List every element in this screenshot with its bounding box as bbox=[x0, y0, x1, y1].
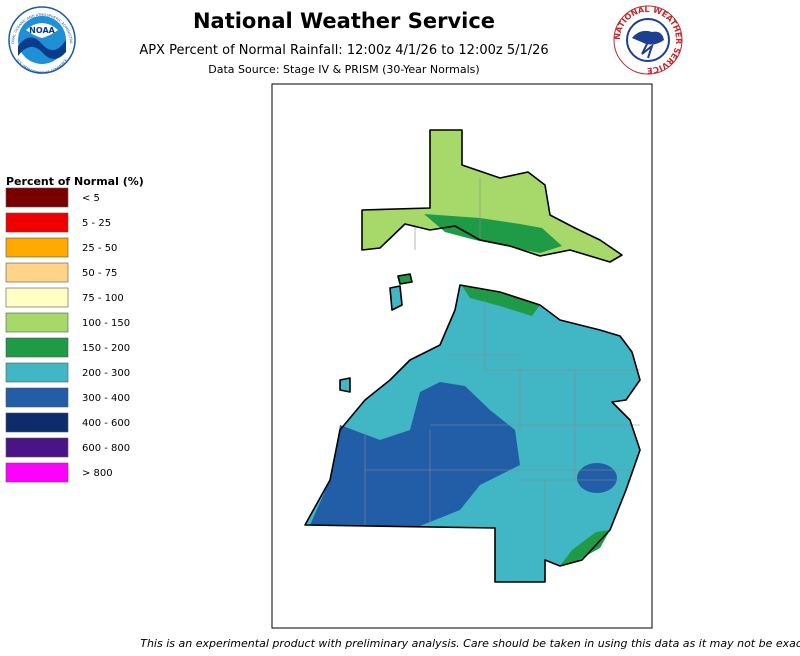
legend-label: 400 - 600 bbox=[82, 418, 130, 429]
legend-swatch bbox=[5, 387, 69, 408]
coastline bbox=[304, 129, 641, 583]
noaa-logo: NOAA NATIONAL OCEANIC AND ATMOSPHERIC AD… bbox=[0, 0, 76, 75]
legend-label: 5 - 25 bbox=[82, 218, 111, 229]
legend-label: 600 - 800 bbox=[82, 443, 130, 454]
legend-label: > 800 bbox=[82, 468, 113, 479]
legend-label: 300 - 400 bbox=[82, 393, 130, 404]
legend-swatch bbox=[5, 462, 69, 483]
legend-swatch bbox=[5, 312, 69, 333]
subtitle: APX Percent of Normal Rainfall: 12:00z 4… bbox=[139, 43, 548, 58]
legend-label: 25 - 50 bbox=[82, 243, 117, 254]
island bbox=[340, 378, 350, 392]
region-150-200 bbox=[560, 530, 610, 566]
legend-swatch bbox=[5, 237, 69, 258]
legend-swatch bbox=[5, 337, 69, 358]
legend-label: 100 - 150 bbox=[82, 318, 130, 329]
legend-swatch bbox=[5, 287, 69, 308]
title: National Weather Service bbox=[193, 9, 495, 33]
footer-note: This is an experimental product with pre… bbox=[140, 637, 800, 650]
data-source: Data Source: Stage IV & PRISM (30-Year N… bbox=[208, 63, 479, 76]
nws-logo: NATIONAL WEATHER SERVICE bbox=[613, 5, 683, 75]
legend-label: 150 - 200 bbox=[82, 343, 130, 354]
noaa-text: NOAA bbox=[29, 26, 55, 35]
legend-label: 75 - 100 bbox=[82, 293, 124, 304]
region-150-200 bbox=[462, 286, 540, 316]
legend-label: 200 - 300 bbox=[82, 368, 130, 379]
region-150-200 bbox=[424, 214, 562, 253]
island bbox=[390, 286, 402, 310]
legend-swatch bbox=[5, 212, 69, 233]
region-300-400 bbox=[577, 463, 617, 493]
legend-swatch bbox=[5, 412, 69, 433]
region-300-400 bbox=[310, 382, 520, 526]
legend-swatch bbox=[5, 262, 69, 283]
county-lines bbox=[364, 178, 640, 582]
legend-swatch bbox=[5, 437, 69, 458]
map bbox=[304, 129, 641, 583]
legend-swatch bbox=[5, 362, 69, 383]
legend: Percent of Normal (%) < 5 5 - 25 25 - 50 50… bbox=[5, 175, 144, 483]
legend-label: < 5 bbox=[82, 193, 100, 204]
legend-label: 50 - 75 bbox=[82, 268, 117, 279]
legend-swatch bbox=[5, 187, 69, 208]
legend-title: Percent of Normal (%) bbox=[6, 175, 144, 188]
island bbox=[398, 274, 412, 284]
